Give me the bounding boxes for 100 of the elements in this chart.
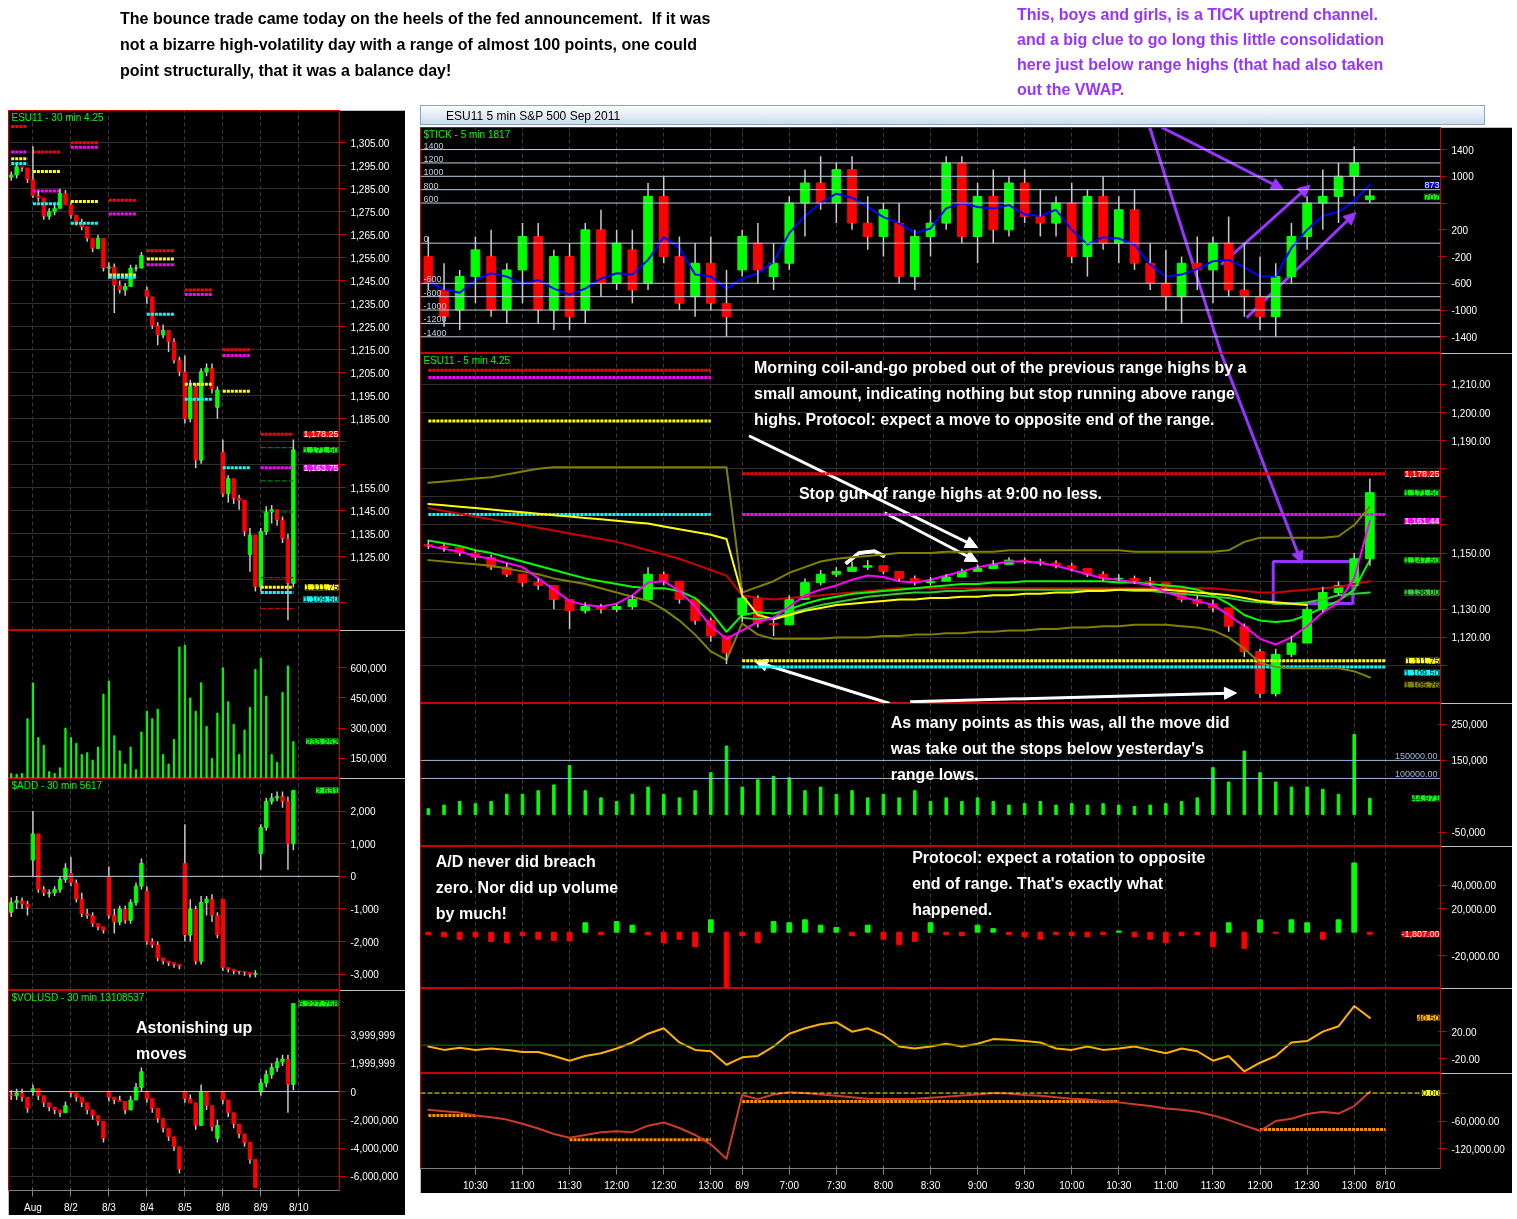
y-tick-label: 1,135.00 — [350, 528, 390, 540]
annotation: 1,178.25 — [303, 429, 339, 440]
y-tick-label: 150,000 — [1451, 755, 1489, 767]
chart-title: $ADD - 30 min 5617 — [11, 779, 103, 791]
ref-line-label: 0 — [423, 234, 429, 245]
x-tick-label: 8/8 — [215, 1201, 231, 1213]
y-tick-label: 1,120.00 — [1451, 632, 1491, 644]
ref-line-label: 600 — [423, 194, 439, 205]
chart-title: ESU11 - 5 min 4.25 — [423, 354, 511, 366]
annotation: 1,171.50 — [1404, 487, 1440, 498]
y-tick-label: 1,285.00 — [350, 183, 390, 195]
y-tick-label: 150,000 — [350, 753, 388, 765]
x-tick-label: 8:30 — [920, 1179, 941, 1191]
y-tick-label: 1,190.00 — [1451, 435, 1491, 447]
y-tick-label: -600 — [1451, 278, 1472, 290]
y-tick-label: 1,125.00 — [350, 551, 390, 563]
y-tick-label: 1,245.00 — [350, 275, 390, 287]
ref-line-label: 150000.00 — [1394, 751, 1438, 762]
y-tick-label: 1,305.00 — [350, 137, 390, 149]
y-tick-label: 1,130.00 — [1451, 604, 1491, 616]
annotation: Protocol: expect a rotation to opposite end of range. That's exactly what happened. — [912, 848, 1206, 918]
y-tick-label: -4,000,000 — [350, 1143, 399, 1155]
annotation: 1,109.50 — [303, 594, 339, 605]
x-tick-label: Aug — [24, 1201, 42, 1213]
x-tick-label: 8/3 — [101, 1201, 117, 1213]
x-tick-label: 8/5 — [177, 1201, 193, 1213]
x-tick-label: 8/4 — [139, 1201, 155, 1213]
annotation: 1,109.50 — [1404, 667, 1440, 678]
x-tick-label: 9:00 — [967, 1179, 988, 1191]
y-tick-label: 0 — [350, 1086, 357, 1098]
y-tick-label: 450,000 — [350, 692, 388, 704]
y-tick-label: -20,000.00 — [1451, 950, 1500, 962]
annotation: 233,252 — [305, 736, 339, 747]
y-tick-label: -2,000,000 — [350, 1114, 399, 1126]
y-tick-label: 1,200.00 — [1451, 407, 1491, 419]
x-tick-label: 8/9 — [253, 1201, 269, 1213]
y-tick-label: 1,235.00 — [350, 298, 390, 310]
y-tick-label: -2,000 — [350, 936, 380, 948]
ref-line-label: 1200 — [423, 153, 444, 164]
y-tick-label: 1,150.00 — [1451, 548, 1491, 560]
y-tick-label: 1,255.00 — [350, 252, 390, 264]
annotation: -1,807.00 — [1401, 929, 1440, 940]
y-tick-label: -1000 — [1451, 305, 1478, 317]
y-tick-label: -3,000 — [350, 969, 380, 981]
ref-line-label: 1400 — [423, 140, 444, 151]
y-tick-label: -60,000.00 — [1451, 1116, 1500, 1127]
x-tick-label: 10:00 — [1059, 1179, 1085, 1191]
annotation: 1,147.50 — [1404, 555, 1440, 566]
x-tick-label: 8/10 — [1375, 1179, 1396, 1191]
x-tick-label: 11:00 — [1153, 1179, 1179, 1191]
y-tick-label: 1,225.00 — [350, 321, 390, 333]
annotation: 44,971 — [1411, 793, 1440, 804]
x-tick-label: 7:30 — [826, 1179, 847, 1191]
chart-title: $TICK - 5 min 1817 — [423, 128, 511, 140]
y-tick-label: 1,205.00 — [350, 367, 390, 379]
text: ESU11 5 min S&P 500 Sep 2011 — [420, 105, 1485, 125]
annotation: 707 — [1424, 191, 1440, 202]
x-tick-label: 10:30 — [1106, 1179, 1132, 1191]
x-tick-label: 8:00 — [873, 1179, 894, 1191]
y-tick-label: 1,185.00 — [350, 413, 390, 425]
annotation: 1,178.25 — [1404, 468, 1440, 479]
y-tick-label: -1,000 — [350, 903, 380, 915]
ref-line-label: 800 — [423, 180, 439, 191]
text: This, boys and girls, is a TICK uptrend channel. and a big clue to go long this little consolidation here just below range highs (that had also taken out the VWAP. — [1017, 5, 1385, 100]
x-tick-label: 11:00 — [510, 1179, 536, 1191]
annotation: 40.50 — [1416, 1012, 1440, 1023]
x-tick-label: 12:00 — [604, 1179, 630, 1191]
y-tick-label: 1,000 — [350, 838, 376, 850]
ref-line-label: -1400 — [423, 327, 447, 338]
y-tick-label: -1400 — [1451, 331, 1478, 343]
annotation: 1,111.75 — [1405, 655, 1440, 666]
annotation: A/D never did breach zero. Nor did up volume by much! — [435, 852, 619, 922]
y-tick-label: 1,275.00 — [350, 206, 390, 218]
x-tick-label: 10:30 — [462, 1179, 489, 1191]
annotation: 6,227,758 — [298, 998, 339, 1009]
y-tick-label: 1,195.00 — [350, 390, 390, 402]
y-tick-label: 200 — [1451, 224, 1469, 236]
y-tick-label: 1000 — [1451, 171, 1475, 183]
y-tick-label: -200 — [1451, 251, 1472, 263]
annotation: 1,105.76 — [1404, 679, 1440, 690]
y-tick-label: 2,000 — [350, 806, 376, 818]
y-tick-label: 3,999,999 — [350, 1030, 396, 1042]
y-tick-label: 1,999,999 — [350, 1058, 396, 1070]
y-tick-label: 20,000.00 — [1451, 903, 1497, 915]
x-tick-label: 13:00 — [1341, 1179, 1368, 1191]
y-tick-label: 20.00 — [1451, 1026, 1477, 1038]
y-tick-label: 1,145.00 — [350, 505, 390, 517]
y-tick-label: -6,000,000 — [350, 1171, 399, 1183]
x-tick-label: 7:00 — [779, 1179, 800, 1191]
y-tick-label: 0 — [350, 871, 357, 883]
y-tick-label: -50,000 — [1451, 827, 1486, 839]
annotation: 1,136.00 — [1404, 587, 1440, 598]
x-tick-label: 12:00 — [1247, 1179, 1273, 1191]
text: The bounce trade came today on the heels of the fed announcement. If it was not a bizarre high-volatility day with a range of almost 100 points, one could point structurally, that it was a balance day! — [120, 9, 711, 81]
annotation: 1,111.75 — [304, 582, 339, 593]
ref-line-label: 100000.00 — [1394, 769, 1438, 780]
x-tick-label: 8/9 — [735, 1179, 750, 1191]
annotation: 0.00 — [1421, 1088, 1440, 1099]
x-tick-label: 9:30 — [1014, 1179, 1035, 1191]
annotation: Astonishing up moves — [135, 1018, 253, 1062]
